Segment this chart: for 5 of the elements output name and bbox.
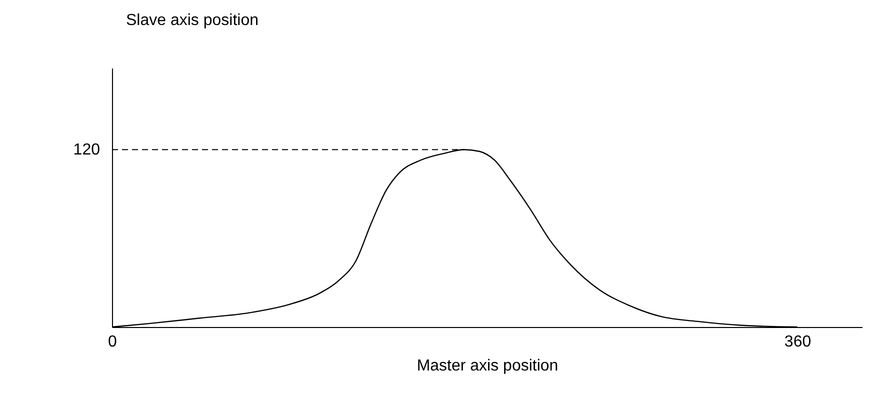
text: Slave axis position <box>126 12 259 29</box>
x-axis-title: Master axis position <box>416 358 558 374</box>
text: 120 <box>73 142 100 159</box>
x-tick-label: 0 <box>108 334 118 350</box>
x-tick-label: 360 <box>784 334 812 350</box>
